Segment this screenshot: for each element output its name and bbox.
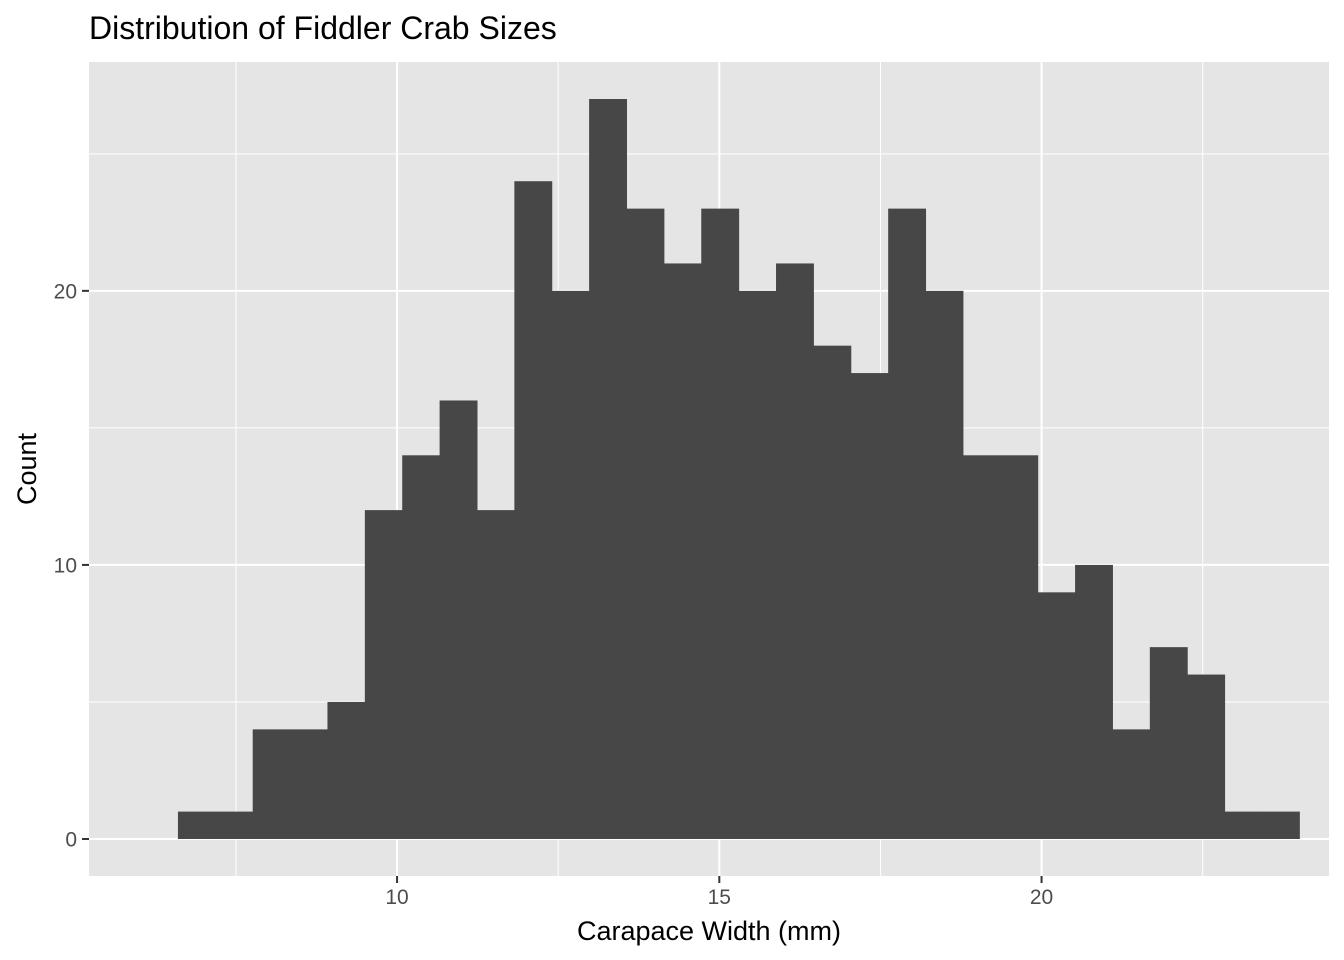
histogram-bar <box>738 290 777 840</box>
histogram-bar <box>850 373 889 839</box>
histogram-bar <box>476 510 515 839</box>
histogram-bar <box>962 455 1001 839</box>
histogram-bar <box>1261 811 1300 839</box>
histogram-bar <box>215 811 254 839</box>
y-tick-label: 20 <box>54 280 77 303</box>
histogram-bar <box>776 263 814 839</box>
histogram-bar <box>589 99 628 839</box>
chart-title: Distribution of Fiddler Crab Sizes <box>89 10 557 46</box>
histogram-bar <box>252 729 291 839</box>
histogram-bar <box>402 455 441 839</box>
histogram-bar <box>925 290 964 840</box>
histogram-bar <box>551 290 590 840</box>
x-tick-label: 15 <box>708 886 731 909</box>
x-axis: 10 15 20 <box>385 876 1053 909</box>
histogram-bar <box>1112 729 1151 839</box>
histogram-bar <box>701 208 740 839</box>
histogram-bar <box>1037 592 1076 839</box>
histogram-bar <box>514 181 553 839</box>
x-tick-label: 10 <box>385 886 408 909</box>
x-axis-title: Carapace Width (mm) <box>577 916 841 946</box>
y-axis: 0 10 20 <box>54 280 89 852</box>
y-tick-label: 0 <box>65 829 77 852</box>
histogram-bars <box>177 99 1300 840</box>
histogram-bar <box>1075 564 1113 839</box>
histogram-bar <box>290 729 328 839</box>
histogram-bar <box>327 701 366 839</box>
histogram-bar <box>626 208 665 839</box>
histogram-bar <box>1000 455 1039 839</box>
x-tick-label: 20 <box>1030 886 1053 909</box>
histogram-bar <box>1149 647 1188 839</box>
histogram-bar <box>813 345 852 839</box>
histogram-bar <box>663 263 702 839</box>
histogram-bar <box>177 811 216 839</box>
histogram-bar <box>439 400 478 839</box>
histogram-bar <box>1224 811 1263 839</box>
histogram-bar <box>888 208 927 839</box>
y-axis-title: Count <box>12 432 42 505</box>
histogram-bar <box>1187 674 1226 839</box>
histogram-bar <box>364 510 403 839</box>
y-tick-label: 10 <box>54 554 77 577</box>
